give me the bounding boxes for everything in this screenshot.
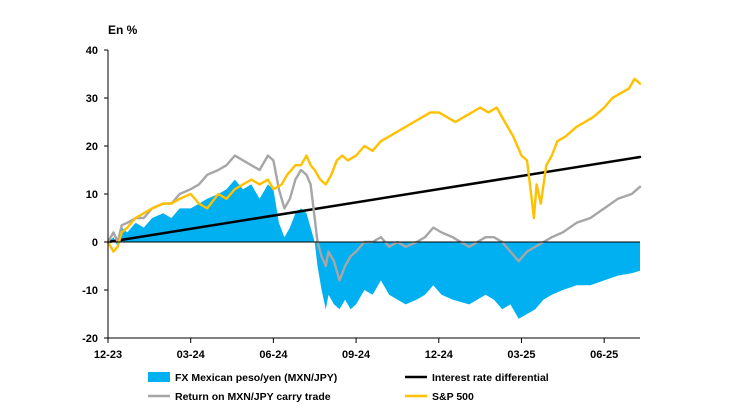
y-tick-label: -20 (82, 333, 98, 345)
x-tick-label: 09-24 (342, 349, 371, 361)
legend-item: Return on MXN/JPY carry trade (148, 391, 331, 403)
series-line-s-p-500 (106, 77, 642, 253)
x-tick-label: 06-24 (259, 349, 288, 361)
y-tick-label: 40 (86, 45, 98, 57)
legend-item: FX Mexican peso/yen (MXN/JPY) (148, 372, 337, 384)
y-tick-label: 0 (92, 237, 98, 249)
legend: FX Mexican peso/yen (MXN/JPY) Interest ra… (148, 372, 549, 403)
x-tick-label: 03-24 (177, 349, 206, 361)
legend-label: Interest rate differential (432, 372, 549, 384)
y-axis: -20 -10 0 10 20 30 40 (82, 45, 109, 345)
x-tick-label: 12-23 (94, 349, 122, 361)
series-area-fx-mexican-peso-yen-mxn-jpy (108, 179, 640, 319)
legend-label: S&P 500 (432, 391, 474, 403)
plot-area (106, 77, 642, 319)
legend-label: FX Mexican peso/yen (MXN/JPY) (175, 372, 337, 384)
unit-label: En % (108, 23, 138, 37)
y-tick-label: 20 (86, 141, 98, 153)
series-line-interest-rate-differential (106, 155, 642, 244)
x-axis: 12-23 03-24 06-24 09-24 12-24 03-25 06-25 (94, 337, 640, 361)
x-tick-label: 12-24 (425, 349, 454, 361)
legend-item: S&P 500 (405, 391, 474, 403)
series-line-return-on-mxn-jpy-carry-trade (106, 154, 642, 282)
y-tick-label: 30 (86, 93, 98, 105)
x-tick-label: 03-25 (507, 349, 535, 361)
legend-item: Interest rate differential (405, 372, 549, 384)
y-tick-label: 10 (86, 189, 98, 201)
x-tick-label: 06-25 (590, 349, 618, 361)
legend-label: Return on MXN/JPY carry trade (175, 391, 331, 403)
y-tick-label: -10 (82, 285, 98, 297)
legend-swatch (148, 372, 170, 382)
